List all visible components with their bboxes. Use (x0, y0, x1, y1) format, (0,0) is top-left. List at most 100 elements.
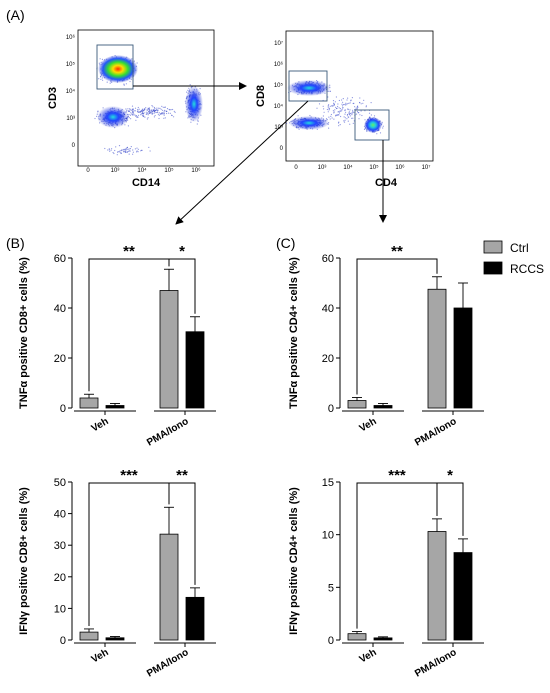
event-dot (344, 117, 346, 119)
bar-chart-ifn-cd4: 0 5 10 15 IFNγ positive CD4+ cells (%) Veh PMA… (288, 467, 484, 680)
event-dot (145, 113, 147, 115)
bar (185, 331, 205, 409)
event-dot (127, 150, 130, 152)
event-dot (344, 113, 346, 115)
event-dot (166, 112, 168, 115)
event-dot (127, 148, 129, 150)
event-dot (337, 114, 339, 116)
event-dot (334, 101, 336, 103)
event-dot (157, 113, 159, 115)
event-dot (150, 109, 152, 112)
event-dot (316, 107, 318, 109)
event-dot (107, 149, 109, 151)
event-dot (328, 107, 330, 109)
event-dot (363, 128, 366, 130)
event-dot (338, 121, 340, 123)
event-dot (331, 117, 333, 119)
bar (79, 397, 99, 409)
event-dot (114, 149, 116, 152)
y-tick-label: 5 (328, 582, 334, 594)
event-dot (168, 112, 170, 114)
event-dot (382, 127, 384, 129)
event-dot (102, 79, 104, 81)
event-dot (140, 114, 142, 116)
event-dot (335, 96, 337, 98)
significance-label: ** (123, 243, 135, 260)
significance-bracket (88, 482, 170, 626)
bar (79, 631, 99, 641)
event-dot (149, 111, 151, 113)
event-dot (131, 105, 134, 107)
y-tick-label: 50 (54, 477, 66, 489)
flow1-xtick: 10⁴ (137, 167, 147, 174)
event-dot (361, 114, 363, 117)
event-dot (132, 114, 134, 116)
event-dot (124, 148, 126, 150)
flow2-xtick: 10⁴ (343, 164, 353, 171)
flow1-ytick: 10⁴ (66, 88, 76, 95)
event-dot (339, 108, 341, 110)
event-dot (144, 116, 146, 118)
event-dot (334, 109, 336, 111)
y-tick-label: 0 (328, 635, 334, 647)
event-dot (335, 106, 337, 108)
event-dot (333, 112, 335, 114)
event-dot (123, 83, 125, 85)
event-dot (132, 149, 134, 151)
event-dot (342, 98, 344, 100)
event-dot (359, 101, 361, 104)
flow2-ytick: 10⁷ (274, 40, 283, 47)
event-dot (338, 112, 341, 114)
event-dot (168, 108, 170, 111)
x-category-label: Veh (358, 647, 379, 665)
event-dot (357, 112, 359, 114)
event-dot (339, 110, 341, 112)
event-dot (145, 107, 147, 109)
bar (373, 405, 393, 409)
event-dot (134, 107, 137, 109)
event-dot (151, 111, 153, 113)
event-dot (329, 90, 331, 92)
event-dot (169, 112, 171, 114)
x-category-label: PMA/Iono (145, 647, 190, 680)
x-category-label: Veh (90, 416, 111, 434)
bar (159, 533, 179, 641)
event-dot (137, 111, 139, 113)
event-dot (164, 117, 166, 119)
event-dot (162, 106, 164, 108)
event-dot (123, 148, 125, 151)
event-dot (147, 112, 149, 114)
event-dot (154, 114, 156, 117)
event-dot (100, 76, 102, 78)
event-dot (129, 148, 131, 150)
bar (453, 307, 473, 409)
y-tick-label: 20 (322, 353, 334, 365)
flow2-xlabel: CD4 (375, 177, 398, 189)
legend-label-ctrl: Ctrl (510, 241, 529, 255)
event-dot (136, 116, 138, 118)
event-dot (97, 111, 99, 113)
event-dot (151, 105, 153, 107)
event-dot (338, 107, 340, 109)
event-dot (159, 113, 161, 115)
event-dot (190, 121, 192, 123)
flow1-xlabel: CD14 (132, 177, 161, 189)
event-dot (145, 111, 147, 113)
flow1-ylabel: CD3 (47, 87, 59, 109)
event-dot (330, 113, 332, 116)
y-tick-label: 40 (54, 303, 66, 315)
event-dot (156, 109, 158, 111)
event-dot (332, 110, 334, 112)
event-dot (353, 111, 355, 114)
event-dot (359, 114, 361, 116)
event-dot (137, 114, 140, 116)
event-dot (343, 120, 345, 122)
y-tick-label: 20 (54, 353, 66, 365)
significance-bracket (356, 258, 438, 395)
event-dot (347, 97, 349, 99)
event-dot (126, 149, 128, 151)
event-dot (286, 122, 288, 124)
event-dot (147, 117, 149, 119)
event-dot (337, 111, 339, 113)
event-dot (150, 112, 152, 114)
